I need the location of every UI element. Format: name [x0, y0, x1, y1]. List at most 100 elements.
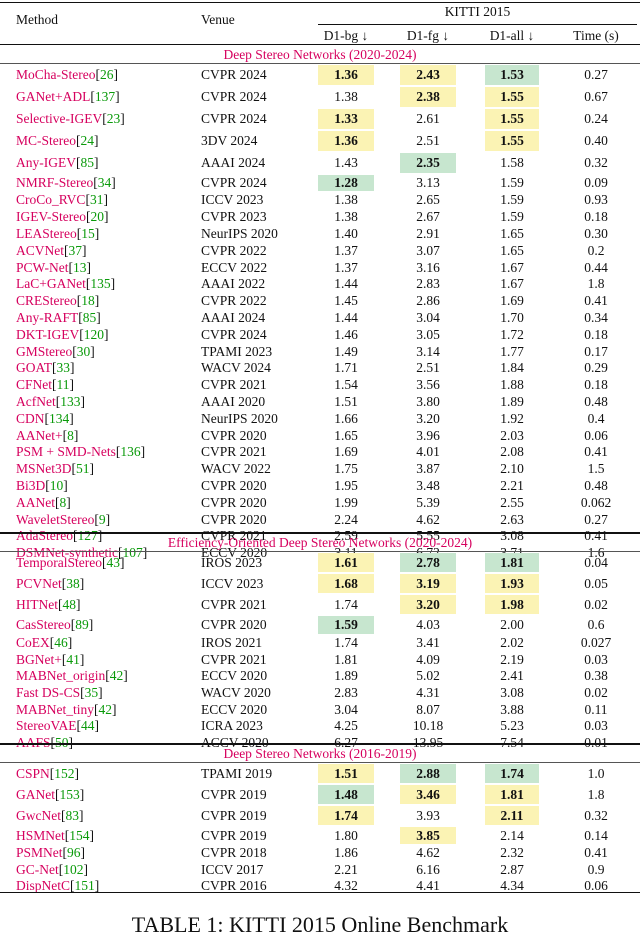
d1-bg-cell: 1.59 [318, 616, 374, 634]
venue-cell: AAAI 2024 [201, 309, 266, 325]
d1-fg-cell: 2.51 [416, 133, 440, 148]
method-cell: GMStereo [30] [16, 343, 95, 359]
citation-ref: 107 [122, 545, 143, 561]
method-name: Any-IGEV [16, 155, 76, 170]
method-name: CREStereo [16, 293, 77, 309]
method-cell: MABNet_tiny [42] [16, 701, 117, 717]
d1-fg-cell: 5.02 [416, 668, 440, 684]
d1-all-cell: 1.88 [500, 377, 524, 393]
method-cell: GOAT [33] [16, 360, 75, 376]
time-cell: 0.18 [584, 326, 608, 342]
d1-all-cell: 2.10 [500, 461, 524, 477]
method-cell: GwcNet [83] [16, 807, 84, 823]
d1-fg-cell: 2.86 [416, 293, 440, 309]
time-cell: 0.9 [587, 861, 605, 877]
d1-bg-cell: 1.38 [334, 209, 358, 225]
header-time: Time (s) [573, 28, 619, 43]
method-cell: CroCo_RVC [31] [16, 192, 108, 208]
table-row: GwcNet [83] CVPR 2019 1.74 3.93 2.11 0.32 [0, 805, 640, 826]
time-cell: 0.44 [584, 259, 608, 275]
time-cell: 0.32 [584, 155, 608, 170]
d1-all-cell: 2.41 [500, 668, 524, 684]
method-cell: CFNet [11] [16, 377, 75, 393]
method-cell: Any-RAFT [85] [16, 309, 101, 325]
d1-fg-cell: 4.09 [416, 651, 440, 667]
d1-all-cell: 1.65 [500, 225, 524, 241]
time-cell: 0.41 [584, 845, 608, 861]
venue-cell: CVPR 2019 [201, 807, 267, 823]
d1-fg-cell: 2.88 [400, 764, 456, 783]
d1-all-cell: 1.93 [485, 574, 539, 593]
citation-ref: 24 [80, 133, 95, 148]
citation-ref: 153 [59, 786, 80, 802]
table-row: CoEX [46] IROS 2021 1.74 3.41 2.02 0.027 [0, 635, 640, 652]
venue-cell: NeurIPS 2020 [201, 410, 278, 426]
d1-bg-cell: 1.99 [334, 494, 358, 510]
method-cell: GANet+ADL [137] [16, 89, 120, 104]
d1-fg-cell: 4.62 [416, 511, 440, 527]
time-cell: 0.32 [584, 807, 608, 823]
citation-ref: 48 [62, 596, 76, 612]
venue-cell: CVPR 2021 [201, 596, 267, 612]
table-row: CSPN [152] TPAMI 2019 1.51 2.88 1.74 1.0 [0, 763, 640, 784]
d1-bg-cell: 1.36 [318, 131, 374, 151]
venue-cell: WACV 2020 [201, 685, 271, 701]
d1-bg-cell: 1.74 [334, 596, 358, 612]
method-cell: HSMNet [154] [16, 827, 95, 843]
citation-ref: 34 [97, 175, 112, 190]
venue-cell: CVPR 2018 [201, 845, 267, 861]
citation-ref: 85 [82, 309, 97, 325]
table-row: AANet+ [8] CVPR 2020 1.65 3.96 2.03 0.06 [0, 427, 640, 444]
d1-fg-cell: 3.48 [416, 477, 440, 493]
d1-bg-cell: 1.38 [334, 192, 358, 208]
venue-cell: ICCV 2017 [201, 861, 264, 877]
venue-cell: CVPR 2024 [201, 67, 267, 82]
d1-bg-cell: 1.81 [334, 651, 358, 667]
method-cell: Selective-IGEV [23] [16, 111, 125, 126]
venue-cell: ICCV 2023 [201, 575, 264, 591]
d1-bg-cell: 1.28 [318, 175, 374, 191]
method-cell: IGEV-Stereo [20] [16, 209, 109, 225]
citation-ref: 26 [99, 67, 114, 82]
method-name: DispNetC [16, 878, 70, 894]
d1-fg-cell: 8.07 [416, 701, 440, 717]
d1-bg-cell: 1.49 [334, 343, 358, 359]
d1-all-cell: 1.59 [500, 209, 524, 225]
header-method: Method [16, 12, 58, 27]
d1-fg-cell: 3.85 [400, 827, 456, 844]
venue-cell: CVPR 2022 [201, 242, 267, 258]
citation-ref: 41 [66, 651, 80, 667]
d1-fg-cell: 2.43 [400, 65, 456, 85]
d1-fg-cell: 3.14 [416, 343, 440, 359]
method-name: Selective-IGEV [16, 111, 103, 126]
time-cell: 0.29 [584, 360, 608, 376]
citation-ref: 137 [94, 89, 116, 104]
citation-ref: 9 [98, 511, 106, 527]
d1-fg-cell: 3.07 [416, 242, 440, 258]
method-cell: Any-IGEV [85] [16, 155, 99, 170]
d1-all-cell: 2.32 [500, 845, 524, 861]
venue-cell: WACV 2024 [201, 360, 271, 376]
venue-cell: IROS 2023 [201, 554, 263, 570]
time-cell: 0.04 [584, 554, 608, 570]
time-cell: 0.41 [584, 444, 608, 460]
table-row: PSM + SMD-Nets [136] CVPR 2021 1.69 4.01 2.0… [0, 444, 640, 461]
venue-cell: AAAI 2024 [201, 155, 266, 170]
d1-all-cell: 1.74 [485, 764, 539, 783]
method-name: MoCha-Stereo [16, 67, 96, 82]
method-cell: LEAStereo [15] [16, 225, 100, 241]
method-name: AAFS [16, 735, 51, 751]
d1-all-cell: 1.58 [500, 155, 524, 170]
time-cell: 0.38 [584, 668, 608, 684]
time-cell: 0.06 [584, 878, 608, 894]
d1-bg-cell: 1.33 [318, 109, 374, 129]
table-row: GOAT [33] WACV 2024 1.71 2.51 1.84 0.29 [0, 360, 640, 377]
venue-cell: ECCV 2020 [201, 668, 268, 684]
venue-cell: CVPR 2023 [201, 209, 267, 225]
method-name: MABNet_origin [16, 668, 106, 684]
d1-bg-cell: 1.44 [334, 309, 358, 325]
d1-bg-cell: 2.24 [334, 511, 358, 527]
d1-bg-cell: 2.83 [334, 685, 358, 701]
d1-all-cell: 1.81 [485, 553, 539, 572]
method-name: GC-Net [16, 861, 59, 877]
